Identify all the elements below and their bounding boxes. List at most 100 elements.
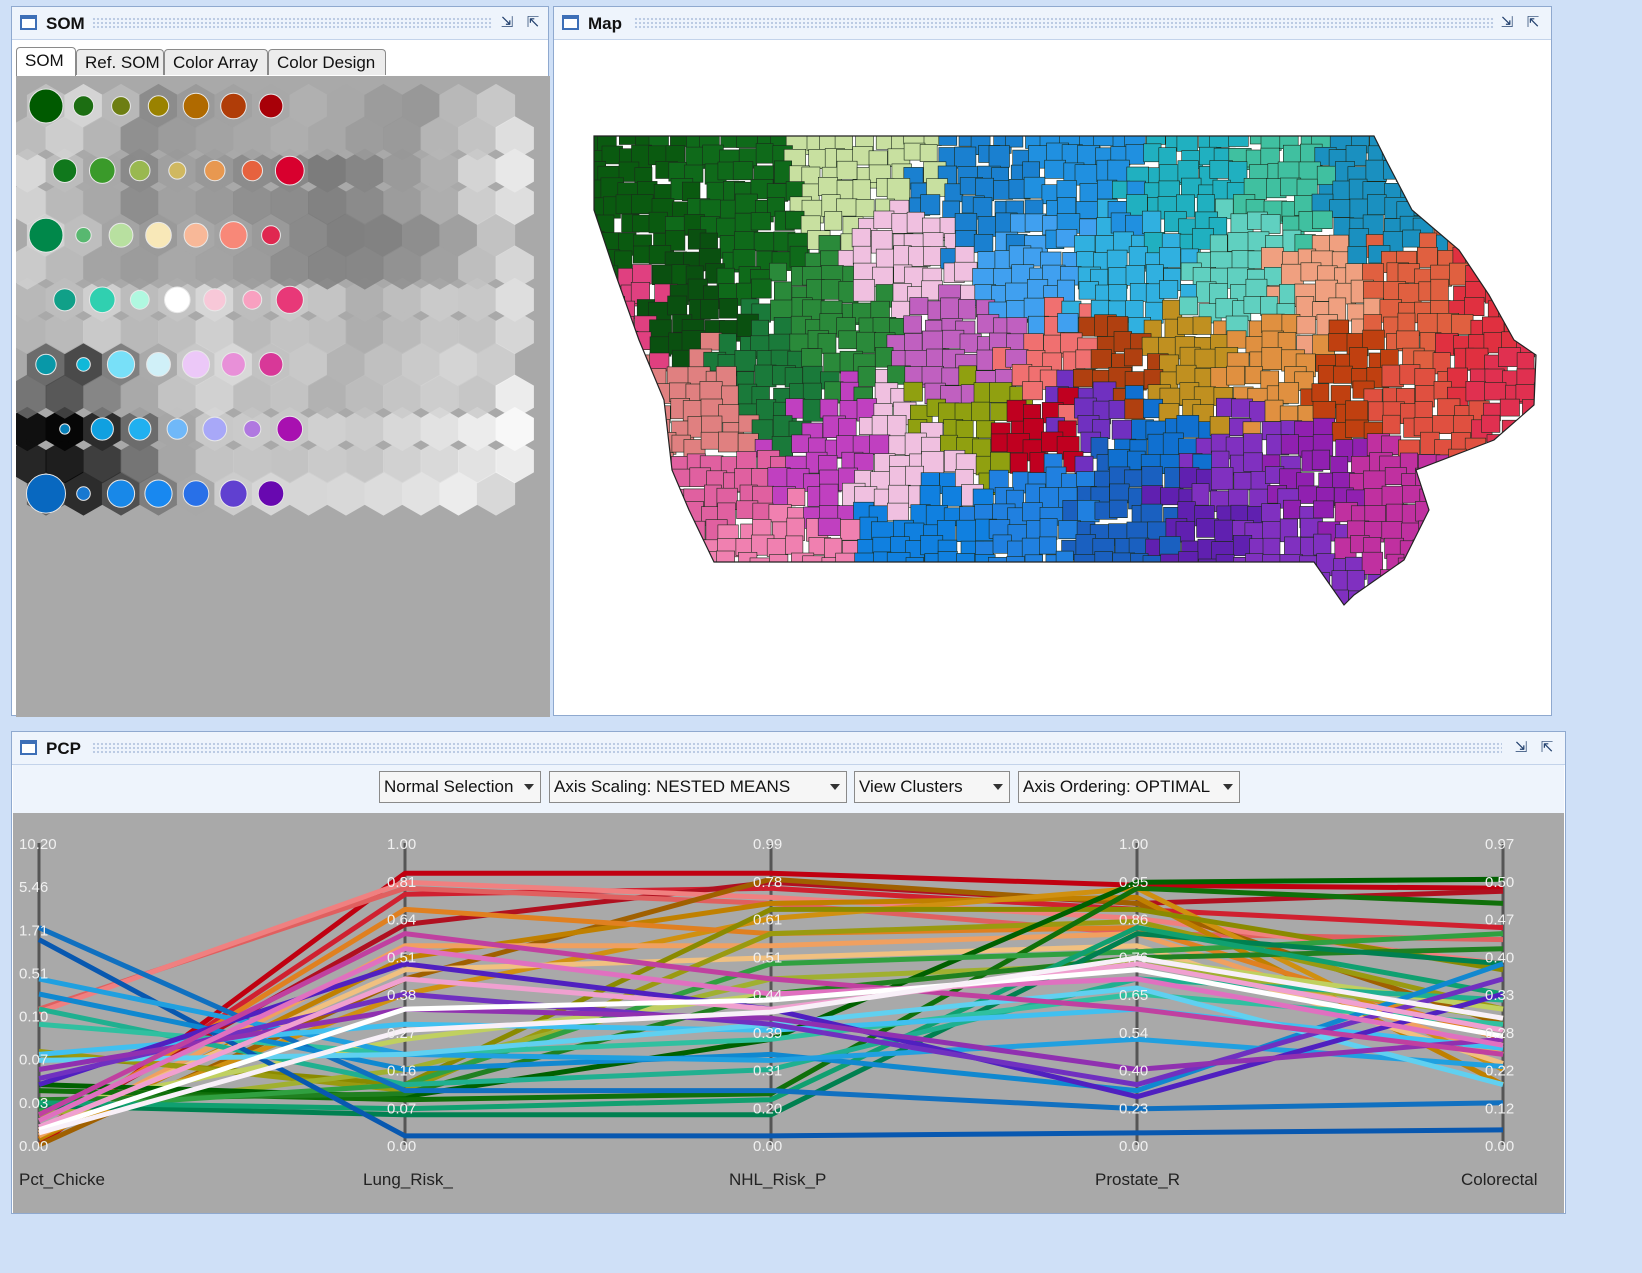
- tab-ref-som[interactable]: Ref. SOM: [76, 49, 164, 75]
- selection-mode-dropdown[interactable]: Normal Selection: [379, 771, 541, 803]
- zip-region: [789, 609, 812, 630]
- zip-region: [941, 604, 961, 605]
- som-node: [145, 221, 172, 249]
- zip-region: [1539, 437, 1551, 454]
- pcp-tick-label: 0.00: [1485, 1138, 1514, 1155]
- view-clusters-dropdown[interactable]: View Clusters: [854, 771, 1010, 803]
- som-node: [144, 479, 173, 508]
- zip-region: [683, 568, 704, 589]
- zip-region: [1125, 265, 1145, 286]
- zip-region: [1109, 499, 1128, 519]
- tab-color-array[interactable]: Color Array: [164, 49, 268, 75]
- zip-region: [1500, 269, 1522, 289]
- zip-region: [1333, 365, 1353, 384]
- zip-region: [1259, 584, 1284, 603]
- zip-region: [719, 590, 741, 605]
- zip-region: [1023, 247, 1043, 267]
- zip-region: [634, 404, 655, 425]
- zip-region: [1245, 553, 1264, 574]
- zip-region: [1124, 398, 1146, 420]
- zip-region: [735, 606, 752, 627]
- zip-region: [1243, 452, 1264, 472]
- maximize-icon[interactable]: ⇱: [526, 14, 540, 31]
- zip-region: [1261, 313, 1285, 334]
- zip-region: [649, 352, 670, 372]
- zip-region: [785, 398, 806, 419]
- zip-region: [1535, 177, 1536, 199]
- zip-region: [905, 557, 925, 580]
- zip-region: [1311, 383, 1330, 402]
- zip-region: [855, 199, 875, 218]
- zip-region: [922, 587, 944, 605]
- pcp-tick-label: 0.86: [1119, 912, 1148, 929]
- zip-region: [599, 572, 619, 591]
- som-node: [147, 95, 170, 117]
- zip-region: [1451, 165, 1475, 185]
- zip-region: [597, 281, 616, 299]
- zip-region: [1159, 280, 1179, 299]
- zip-region: [649, 501, 668, 522]
- zip-region: [1535, 504, 1536, 524]
- zip-region: [734, 350, 757, 372]
- zip-region: [1010, 585, 1030, 604]
- zip-region: [835, 602, 858, 605]
- zip-region: [594, 591, 606, 605]
- zip-region: [1413, 161, 1434, 180]
- som-node: [72, 95, 95, 117]
- zip-region: [1261, 503, 1281, 523]
- minimize-icon[interactable]: ⇲: [500, 14, 514, 31]
- tab-som[interactable]: SOM: [16, 47, 76, 77]
- tab-color-design[interactable]: Color Design: [268, 49, 386, 75]
- map-canvas[interactable]: [554, 40, 1551, 715]
- som-node: [241, 159, 264, 182]
- zip-region: [1515, 607, 1533, 627]
- zip-region: [1464, 296, 1485, 316]
- axis-ordering-dropdown[interactable]: Axis Ordering: OPTIMAL: [1018, 771, 1240, 803]
- som-hex-grid[interactable]: [8, 76, 550, 717]
- zip-region: [1317, 365, 1336, 384]
- zip-region: [1470, 608, 1492, 628]
- som-canvas[interactable]: [8, 76, 550, 717]
- zip-region: [599, 539, 622, 560]
- zip-region: [1465, 455, 1487, 478]
- pcp-tick-label: 0.40: [1119, 1063, 1148, 1080]
- zip-region: [732, 161, 754, 181]
- zip-region: [1024, 554, 1044, 578]
- zip-region: [1282, 570, 1305, 593]
- pcp-tick-label: 0.00: [753, 1138, 782, 1155]
- minimize-icon[interactable]: ⇲: [1500, 14, 1514, 31]
- zip-region: [1160, 487, 1181, 506]
- zip-region: [886, 502, 909, 521]
- zip-region: [602, 517, 623, 536]
- zip-region: [1177, 586, 1197, 605]
- zip-region: [755, 571, 779, 594]
- pcp-canvas[interactable]: 10.20 5.46 1.71 0.51 0.10 0.07 0.03 0.00 Pct_Chi…: [13, 813, 1564, 1213]
- zip-region: [1005, 136, 1024, 148]
- map-titlebar[interactable]: Map ⇲ ⇱: [554, 7, 1551, 40]
- som-node: [182, 480, 210, 507]
- zip-region: [619, 489, 641, 509]
- zip-region: [1482, 586, 1504, 605]
- som-titlebar[interactable]: SOM ⇲ ⇱: [12, 7, 548, 40]
- minimize-icon[interactable]: ⇲: [1514, 739, 1528, 756]
- pcp-tick-label: 0.99: [753, 836, 782, 853]
- axis-scaling-dropdown[interactable]: Axis Scaling: NESTED MEANS: [549, 771, 847, 803]
- zip-region: [791, 434, 811, 453]
- zip-region: [1109, 574, 1129, 595]
- maximize-icon[interactable]: ⇱: [1540, 739, 1554, 756]
- zip-region: [1243, 589, 1262, 605]
- zip-region: [823, 352, 843, 373]
- zip-region: [802, 365, 823, 385]
- zip-region: [973, 234, 994, 253]
- zip-region: [1209, 136, 1230, 148]
- zip-region: [1539, 280, 1551, 302]
- zip-region: [666, 536, 686, 557]
- maximize-icon[interactable]: ⇱: [1526, 14, 1540, 31]
- zip-region: [1435, 575, 1454, 600]
- zip-region: [615, 570, 635, 591]
- iowa-choropleth-map[interactable]: [554, 40, 1551, 715]
- zip-region: [1130, 603, 1152, 605]
- pcp-titlebar[interactable]: PCP ⇲ ⇱: [12, 732, 1565, 765]
- parallel-coordinates-plot[interactable]: 10.20 5.46 1.71 0.51 0.10 0.07 0.03 0.00 Pct_Chi…: [13, 813, 1564, 1213]
- zip-region: [770, 569, 794, 593]
